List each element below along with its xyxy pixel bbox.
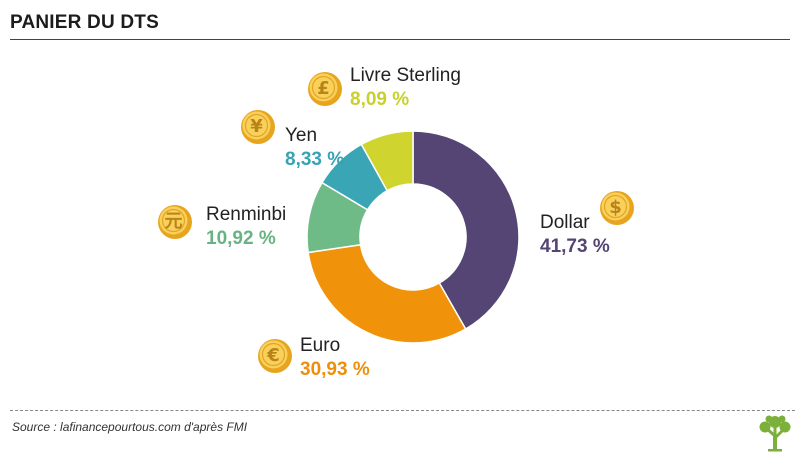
footer-divider (10, 410, 795, 411)
coin-symbol: ¥ (250, 116, 263, 137)
value-euro: 30,93 % (300, 359, 370, 380)
yen-coin-icon: ¥ (241, 110, 275, 144)
slice-livre-sterling (360, 130, 414, 192)
renminbi-coin-icon: 元 (158, 205, 192, 239)
euro-coin-icon: € (258, 339, 292, 373)
page-title: PANIER DU DTS (10, 12, 159, 33)
title-divider (10, 39, 790, 40)
label-euro: Euro (300, 335, 340, 356)
label-livre-sterling: Livre Sterling (350, 65, 461, 86)
coin-symbol: $ (609, 197, 622, 218)
coin-symbol: € (266, 345, 280, 366)
label-dollar: Dollar (540, 212, 590, 233)
coin-symbol: 元 (165, 211, 183, 232)
label-renminbi: Renminbi (206, 204, 286, 225)
value-livre-sterling: 8,09 % (350, 89, 409, 110)
slice-euro (307, 243, 467, 344)
dollar-coin-icon: $ (600, 191, 634, 225)
pound-coin-icon: £ (308, 72, 342, 106)
coin-symbol: £ (317, 78, 330, 99)
value-dollar: 41,73 % (540, 236, 610, 257)
source-note: Source : lafinancepourtous.com d'après F… (12, 420, 248, 434)
label-yen: Yen (285, 125, 317, 146)
value-yen: 8,33 % (285, 149, 344, 170)
donut-chart: $ Dollar 41,73 % € Euro 30,93 % 元 Renminbi 10,92… (158, 65, 634, 380)
tree-logo-icon (759, 415, 791, 452)
value-renminbi: 10,92 % (206, 228, 276, 249)
slice-dollar (412, 130, 520, 331)
